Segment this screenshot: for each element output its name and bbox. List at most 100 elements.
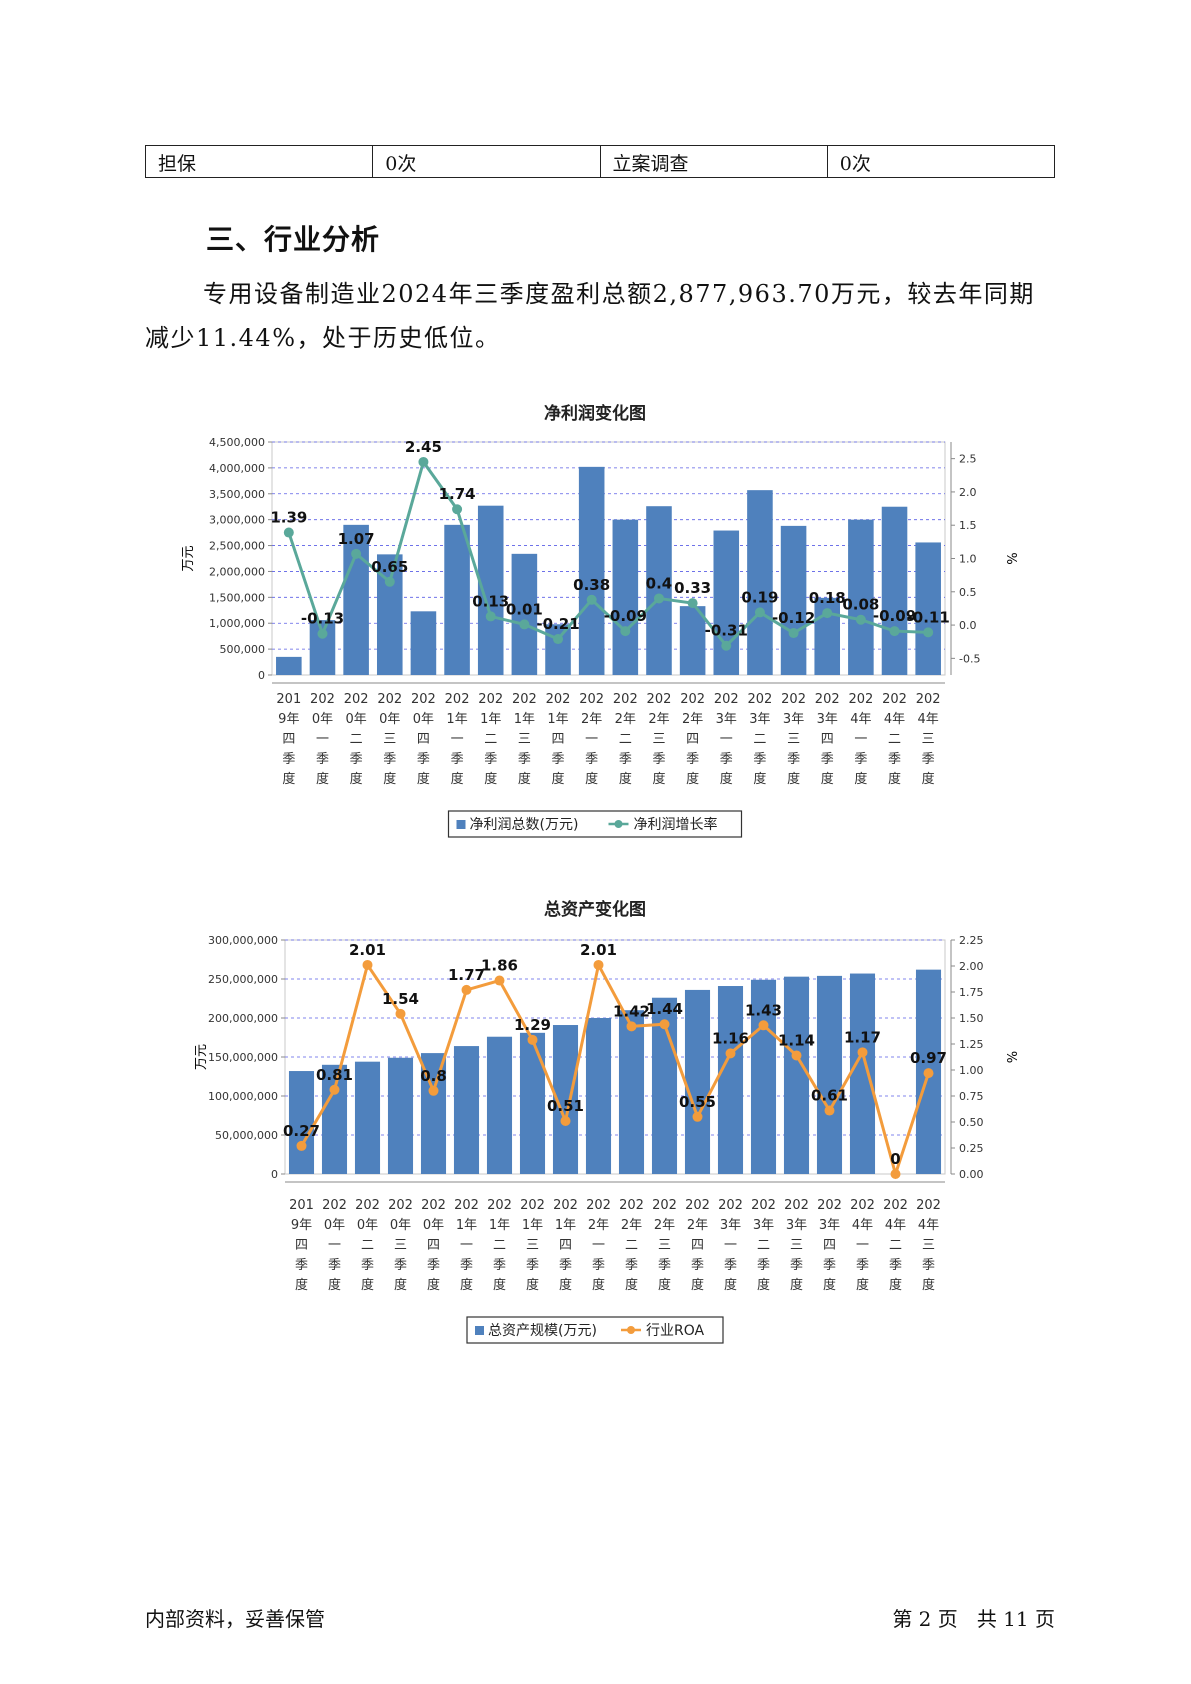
y-tick-label: 50,000,000 [215,1129,278,1142]
x-tick-label: 度 [691,1277,704,1293]
x-tick-label: 3年 [749,712,770,727]
x-tick-label: 二 [753,732,766,747]
x-tick-label: 一 [724,1238,737,1253]
y-tick-label: 500,000 [220,643,266,656]
x-tick-label: 度 [427,1277,440,1293]
line-point [687,598,698,609]
x-tick-label: 季 [585,752,598,767]
chart-svg: 净利润变化图 0 500,000 1,000,000 1,500,000 2,000,00… [181,403,1018,838]
x-tick-label: 季 [316,752,329,767]
line-point [553,634,564,645]
x-tick-label: 三 [787,732,800,747]
x-tick-label: 4年 [884,712,905,727]
x-tick-label: 202 [850,1198,875,1213]
data-label: -0.13 [301,610,344,628]
x-tick-label: 度 [493,1277,506,1293]
x-tick-label: 季 [460,1258,473,1273]
x-tick-label: 四 [295,1238,308,1253]
x-tick-label: 度 [417,771,430,787]
x-tick-label: 季 [451,752,464,767]
bar [780,525,807,675]
x-tick-label: 202 [546,692,571,707]
x-tick-label: 季 [724,1258,737,1273]
bar [646,506,672,675]
x-tick-label: 度 [350,771,363,787]
data-label: 1.42 [613,1002,650,1020]
bar [783,976,810,1174]
x-tick-label: 四 [552,732,565,747]
data-label: 0.97 [910,1049,947,1067]
bar [881,506,908,675]
x-tick-label: 四 [282,732,295,747]
line-point [659,1019,670,1030]
total-assets-chart: 总资产变化图 0 50,000,000 100,000,000 150,000,000 2… [0,890,1191,1350]
y2-tick-label: 0.25 [959,1142,984,1155]
x-tick-label: 二 [757,1238,770,1253]
table-cell-label: 立案调查 [599,145,828,178]
x-tick-label: 202 [377,692,402,707]
x-tick-label: 季 [394,1258,407,1273]
y2-tick-label: 0.0 [959,619,977,632]
x-tick-label: 0年 [379,712,400,727]
chart-title: 总资产变化图 [544,899,646,920]
line-point [923,1068,934,1079]
x-tick-label: 度 [888,771,901,787]
x-tick-label: 季 [295,1258,308,1273]
x-tick-label: 三 [922,1238,935,1253]
legend [466,1316,724,1344]
data-label: 2.01 [349,941,386,959]
x-tick-label: 度 [652,771,665,787]
x-tick-label: 二 [888,732,901,747]
line-point [758,1020,769,1031]
data-label: -0.12 [772,609,815,627]
y-tick-label: 300,000,000 [208,934,278,947]
bar [309,620,336,675]
x-tick-label: 202 [322,1198,347,1213]
x-tick-label: 202 [344,692,369,707]
x-tick-label: 度 [451,771,464,787]
x-tick-label: 1年 [555,1218,576,1233]
x-tick-label: 202 [685,1198,710,1213]
x-tick-label: 1年 [456,1218,477,1233]
data-label: 2.01 [580,941,617,959]
x-tick-label: 0年 [312,712,333,727]
x-tick-label: 202 [718,1198,743,1213]
bar [444,524,470,675]
line-point [283,527,294,538]
y2-tick-label: 2.0 [959,486,977,499]
data-label: 0 [890,1150,900,1168]
x-tick-label: 4年 [850,712,871,727]
data-label: 0.4 [646,574,673,592]
x-tick-label: 一 [585,732,598,747]
y2-tick-label: 0.5 [959,586,977,599]
line-point [560,1115,571,1126]
x-tick-label: 3年 [817,712,838,727]
data-label: 1.43 [745,1001,782,1019]
line-point [725,1048,736,1059]
x-tick-label: 202 [411,692,436,707]
line-point [721,640,732,651]
x-tick-label: 0年 [324,1218,345,1233]
bar [410,611,437,675]
line-point [329,1084,340,1095]
line-point [586,594,597,605]
legend-line-label: 行业ROA [646,1323,705,1339]
x-tick-label: 三 [790,1238,803,1253]
bar [816,975,843,1174]
x-tick-label: 2年 [588,1218,609,1233]
bar [848,519,874,675]
line-point [754,607,765,618]
bar [679,606,706,675]
x-tick-label: 度 [316,771,329,787]
x-tick-label: 202 [421,1198,446,1213]
y2-tick-label: 0.75 [959,1090,984,1103]
x-tick-label: 三 [922,732,935,747]
legend-line-marker [627,1326,635,1334]
y-tick-label: 4,500,000 [209,436,265,449]
table-cell-value: 0次 [826,145,1056,178]
x-tick-label: 202 [714,692,739,707]
x-tick-label: 度 [518,771,531,787]
line-point [822,608,833,619]
y2-tick-label: -0.5 [959,652,980,665]
x-tick-label: 四 [417,732,430,747]
